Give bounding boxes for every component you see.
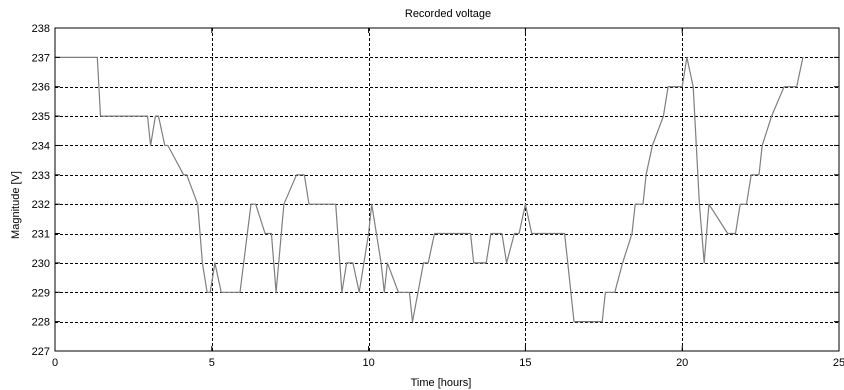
y-tick-label: 231 (32, 229, 50, 241)
y-tick-label: 235 (32, 111, 50, 123)
y-tick-label: 227 (32, 346, 50, 358)
plot-area (55, 28, 839, 351)
x-tick-label: 15 (519, 357, 531, 369)
y-tick-label: 238 (32, 23, 50, 35)
y-axis-title: Magnitude [V] (10, 171, 22, 239)
chart-title: Recorded voltage (405, 8, 491, 20)
voltage-series-line (55, 56, 804, 323)
y-tick-label: 236 (32, 82, 50, 94)
y-tick-label: 230 (32, 258, 50, 270)
y-tick-label: 228 (32, 317, 50, 329)
y-tick-label: 229 (32, 287, 50, 299)
data-layer (55, 56, 804, 323)
x-tick-label: 5 (209, 357, 215, 369)
x-tick-label: 20 (676, 357, 688, 369)
x-axis-title: Time [hours] (411, 377, 472, 389)
y-tick-label: 233 (32, 170, 50, 182)
plot-frame (54, 27, 840, 352)
y-tick-label: 234 (32, 140, 50, 152)
grid (55, 28, 839, 351)
x-tick-label: 10 (362, 357, 374, 369)
y-tick-label: 232 (32, 199, 50, 211)
axis-ticks: 0 5 10 15 20 25 227 228 229 230 231 232 233 234 235 236… (32, 23, 844, 369)
x-tick-label: 25 (833, 357, 844, 369)
y-tick-label: 237 (32, 52, 50, 64)
x-tick-label: 0 (52, 357, 58, 369)
